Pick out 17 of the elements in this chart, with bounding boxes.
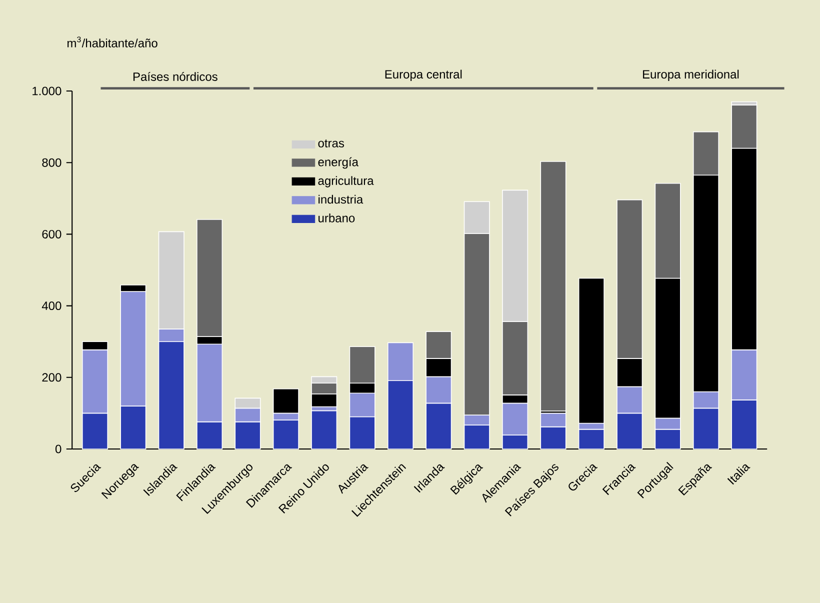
legend-label: otras [318, 140, 344, 148]
y-tick-label: 600 [42, 230, 62, 238]
y-tick-label: 0 [55, 444, 62, 454]
legend-label: urbano [318, 214, 355, 222]
y-tick-label: 1.000 [32, 86, 62, 96]
text: Países nórdicos [133, 72, 218, 81]
legend-label: industria [318, 194, 364, 204]
bar [311, 410, 338, 450]
y-tick-label: 200 [42, 373, 62, 382]
bar [540, 161, 566, 412]
y-tick-label: 400 [42, 302, 62, 310]
text: Europa central [385, 70, 462, 81]
y-axis-title: m$^{3}$/habitante/año [68, 36, 158, 48]
text: Europa meridional [643, 70, 739, 81]
legend-label: agricultura [318, 176, 374, 188]
y-tick-label: 800 [42, 158, 62, 167]
legend-label: energía [318, 157, 358, 169]
